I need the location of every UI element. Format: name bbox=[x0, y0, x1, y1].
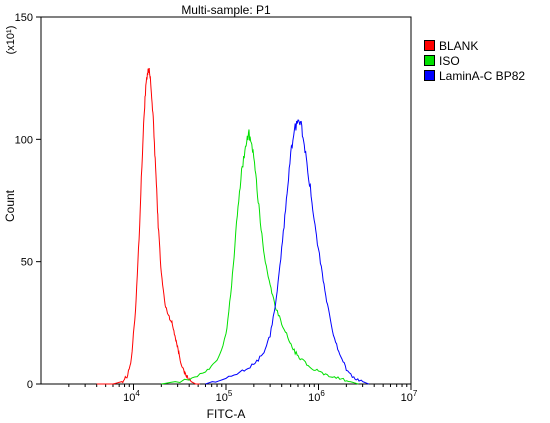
legend-swatch-iso bbox=[424, 55, 435, 66]
legend-label-blank: BLANK bbox=[439, 38, 479, 53]
x-tick-label: 104 bbox=[123, 389, 140, 404]
legend-item-iso: ISO bbox=[424, 53, 525, 68]
x-axis-label: FITC-A bbox=[207, 407, 246, 421]
series-line-blank bbox=[96, 67, 200, 385]
x-tick-label: 107 bbox=[401, 389, 418, 404]
legend: BLANK ISO LaminA-C BP82 bbox=[424, 38, 525, 83]
x-tick-label: 105 bbox=[216, 389, 233, 404]
chart-title: Multi-sample: P1 bbox=[181, 3, 271, 17]
x-tick-label: 106 bbox=[308, 389, 325, 404]
y-multiplier-label: (x10¹) bbox=[5, 26, 17, 55]
legend-swatch-blank bbox=[424, 40, 435, 51]
plot-frame bbox=[40, 16, 412, 385]
y-tick-label-100: 100 bbox=[15, 134, 33, 146]
y-axis-label: Count bbox=[3, 189, 17, 222]
series-group bbox=[96, 67, 369, 385]
y-tick-label-0: 0 bbox=[27, 379, 33, 391]
legend-swatch-lamina bbox=[424, 70, 435, 81]
legend-item-lamina: LaminA-C BP82 bbox=[424, 68, 525, 83]
legend-item-blank: BLANK bbox=[424, 38, 525, 53]
series-line-lamina-c-bp82 bbox=[205, 119, 369, 385]
y-tick-label-150: 150 bbox=[15, 12, 33, 24]
legend-label-iso: ISO bbox=[439, 53, 460, 68]
series-line-iso bbox=[161, 129, 359, 385]
y-tick-label-50: 50 bbox=[21, 257, 33, 269]
ticks-group: 0 50 100 150 104 105 106 107 bbox=[15, 12, 418, 404]
legend-label-lamina: LaminA-C BP82 bbox=[439, 68, 526, 83]
